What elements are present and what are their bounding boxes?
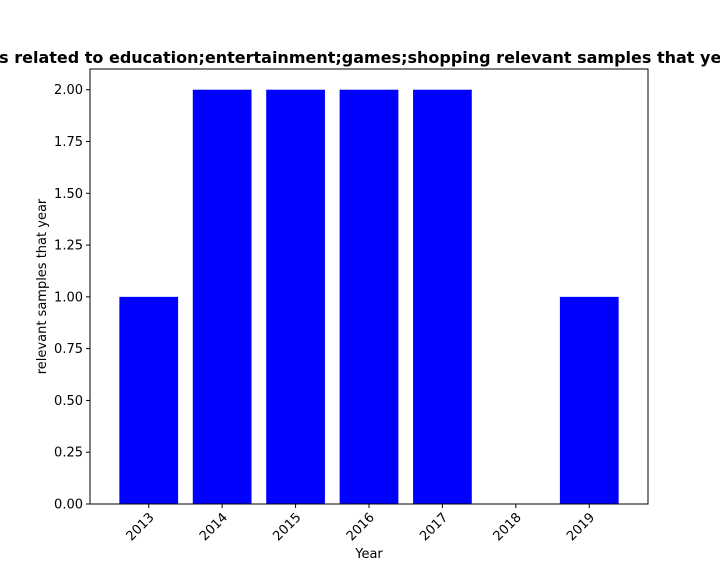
y-tick-label: 1.75 <box>54 135 83 150</box>
bar-2019 <box>559 296 619 504</box>
x-tick-label: 2016 <box>344 510 378 544</box>
x-tick-label: 2018 <box>491 510 525 544</box>
x-tick-label: 2019 <box>564 510 598 544</box>
bar-2017 <box>413 89 472 504</box>
y-axis: 0.00 0.25 0.50 0.75 1.00 1.25 1.50 1.75 2.00 <box>54 83 90 513</box>
x-tick-label: 2013 <box>124 510 158 544</box>
x-tick-label: 2017 <box>417 510 451 544</box>
plot-area <box>119 89 619 504</box>
x-axis: 2013 2014 2015 2016 2017 2018 2019 <box>124 504 598 544</box>
x-tick-label: 2014 <box>197 510 231 544</box>
y-tick-label: 0.50 <box>54 394 83 409</box>
bar-2014 <box>192 89 252 504</box>
y-axis-label: relevant samples that year <box>35 198 50 374</box>
y-tick-label: 0.25 <box>54 446 83 461</box>
x-axis-label: Year <box>354 547 383 562</box>
y-tick-label: 1.25 <box>54 239 83 254</box>
y-tick-label: 0.75 <box>54 342 83 357</box>
y-tick-label: 0.00 <box>54 498 83 513</box>
y-tick-label: 1.50 <box>54 187 83 202</box>
chart-title: Number of apps related to education;ente… <box>0 48 720 67</box>
bar-2016 <box>339 89 399 504</box>
bar-2013 <box>119 296 179 504</box>
x-tick-label: 2015 <box>270 510 304 544</box>
y-tick-label: 1.00 <box>54 290 83 305</box>
bar-2015 <box>266 89 325 504</box>
y-tick-label: 2.00 <box>54 83 83 98</box>
